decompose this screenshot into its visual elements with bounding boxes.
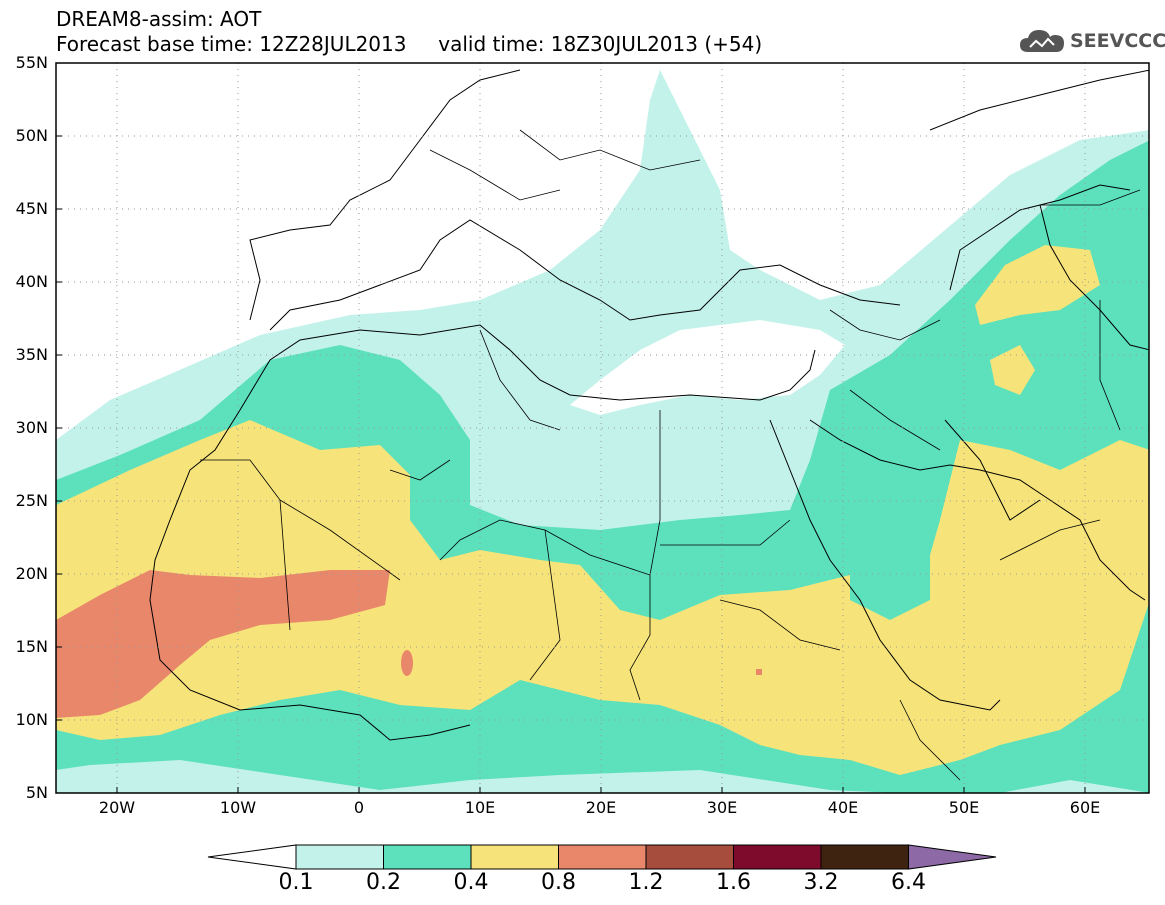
lon-label: 50E <box>948 798 980 817</box>
lat-label: 5N <box>25 783 48 802</box>
lat-label: 20N <box>15 564 48 583</box>
country-borders <box>200 129 1141 781</box>
colorbar <box>207 844 997 870</box>
colorbar-label: 0.1 <box>278 870 314 895</box>
colorbar-swatch-4 <box>558 844 647 870</box>
lat-label: 45N <box>15 199 48 218</box>
aot-spot-sudan <box>756 669 762 675</box>
colorbar-label: 0.2 <box>366 870 401 895</box>
cloud-icon <box>1020 30 1064 52</box>
lon-label: 40E <box>827 798 859 817</box>
clear-area-mediterranean <box>570 320 845 415</box>
colorbar-over <box>908 844 997 870</box>
lon-label: 10E <box>464 798 496 817</box>
gridlines <box>56 63 1149 793</box>
lat-label: 40N <box>15 272 48 291</box>
aot-patch-north-caspian <box>975 245 1100 325</box>
map-title: DREAM8-assim: AOT <box>56 7 262 31</box>
aot-band-0.8-1.2 <box>56 570 390 718</box>
lon-label: 20E <box>585 798 617 817</box>
colorbar-swatch-7 <box>820 844 909 870</box>
colorbar-label: 0.8 <box>541 870 576 895</box>
clear-area-europe-east <box>675 63 1149 285</box>
colorbar-swatch-6 <box>733 844 822 870</box>
colorbar-label: 6.4 <box>891 870 926 895</box>
forecast-times: Forecast base time: 12Z28JUL2013 valid t… <box>56 32 763 56</box>
lat-label: 25N <box>15 491 48 510</box>
lon-label: 30E <box>706 798 738 817</box>
colorbar-swatch-3 <box>470 844 559 870</box>
seevccc-logo: SEEVCCC <box>1018 26 1165 56</box>
lat-label: 30N <box>15 418 48 437</box>
lon-label: 0 <box>353 798 365 817</box>
lon-label: 60E <box>1069 798 1101 817</box>
logo-text: SEEVCCC <box>1070 30 1165 52</box>
axis-ticks <box>56 62 1086 793</box>
lon-label: 10W <box>219 798 257 817</box>
aot-patch-iran <box>990 345 1035 395</box>
lat-label: 50N <box>15 126 48 145</box>
colorbar-under <box>207 844 297 870</box>
aot-patch-syria-cut <box>850 480 930 620</box>
aot-spot-nigeria <box>401 650 413 676</box>
coastlines <box>149 69 1149 741</box>
lon-label: 20W <box>98 798 136 817</box>
aot-band-0.4-0.8 <box>56 420 1149 775</box>
colorbar-label: 1.6 <box>716 870 751 895</box>
lat-label: 15N <box>15 637 48 656</box>
colorbar-swatch-1 <box>295 844 384 870</box>
lat-label: 55N <box>15 53 48 72</box>
lat-label: 10N <box>15 710 48 729</box>
colorbar-label: 0.4 <box>453 870 489 895</box>
colorbar-label: 1.2 <box>628 870 664 895</box>
colorbar-swatch-2 <box>383 844 472 870</box>
colorbar-label: 3.2 <box>803 870 839 895</box>
colorbar-swatch-5 <box>645 844 734 870</box>
lat-label: 35N <box>15 345 48 364</box>
clear-area-europe-west <box>56 63 640 410</box>
